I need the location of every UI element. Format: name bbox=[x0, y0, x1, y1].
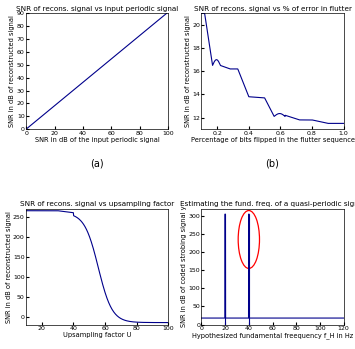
Title: SNR of recons. signal vs upsampling factor: SNR of recons. signal vs upsampling fact… bbox=[20, 201, 174, 207]
Y-axis label: SNR in dB of reconstructed signal: SNR in dB of reconstructed signal bbox=[6, 211, 12, 322]
Y-axis label: SNR in dB of reconstructed signal: SNR in dB of reconstructed signal bbox=[185, 15, 191, 127]
Text: (a): (a) bbox=[90, 158, 104, 168]
X-axis label: Percentage of bits flipped in the flutter sequence: Percentage of bits flipped in the flutte… bbox=[191, 137, 355, 143]
X-axis label: Hypothesized fundamental freequency f_H in Hz: Hypothesized fundamental freequency f_H … bbox=[192, 332, 353, 339]
Y-axis label: SNR in dB of coded strobing signal y: SNR in dB of coded strobing signal y bbox=[181, 206, 187, 327]
Text: (b): (b) bbox=[266, 158, 279, 168]
X-axis label: SNR in dB of the input periodic signal: SNR in dB of the input periodic signal bbox=[35, 137, 159, 143]
X-axis label: Upsampling factor U: Upsampling factor U bbox=[63, 332, 131, 338]
Y-axis label: SNR in dB of reconstructed signal: SNR in dB of reconstructed signal bbox=[10, 15, 15, 127]
Title: SNR of recons. signal vs input periodic signal: SNR of recons. signal vs input periodic … bbox=[16, 6, 178, 12]
Title: SNR of recons. signal vs % of error in flutter: SNR of recons. signal vs % of error in f… bbox=[193, 6, 351, 12]
Title: Estimating the fund. freq. of a quasi-periodic signal: Estimating the fund. freq. of a quasi-pe… bbox=[180, 201, 355, 207]
